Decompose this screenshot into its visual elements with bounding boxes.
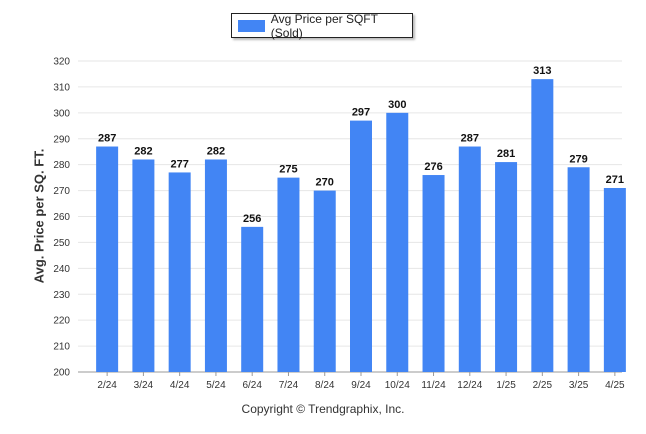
y-tick-label: 320: [53, 57, 70, 68]
y-tick-label: 300: [53, 108, 70, 119]
x-tick-label: 8/24: [315, 380, 335, 391]
x-tick-label: 3/24: [134, 380, 154, 391]
data-label: 271: [606, 174, 624, 186]
bar: [350, 120, 372, 372]
y-tick-label: 280: [53, 160, 70, 171]
x-tick-label: 1/25: [496, 380, 516, 391]
x-tick-label: 5/24: [206, 380, 226, 391]
data-label: 313: [533, 65, 551, 77]
bar: [495, 162, 518, 372]
x-tick-label: 3/25: [569, 380, 589, 391]
y-tick-label: 290: [53, 134, 70, 145]
data-label: 277: [170, 158, 188, 170]
data-label: 300: [388, 99, 406, 111]
data-label: 282: [134, 145, 152, 157]
y-tick-label: 230: [53, 290, 70, 301]
data-label: 275: [279, 164, 297, 176]
y-tick-label: 310: [53, 82, 70, 93]
bar: [277, 177, 300, 372]
data-label: 276: [424, 161, 442, 173]
x-tick-label: 4/25: [605, 380, 625, 391]
x-tick-label: 11/24: [421, 380, 446, 391]
bar: [458, 146, 481, 372]
x-tick-label: 12/24: [457, 380, 482, 391]
y-tick-label: 210: [53, 342, 70, 353]
x-tick-label: 6/24: [242, 380, 262, 391]
bar: [168, 172, 191, 372]
bar: [241, 226, 264, 372]
legend-label: Avg Price per SQFT (Sold): [270, 11, 378, 40]
bar: [531, 79, 554, 373]
x-tick-label: 2/25: [533, 380, 553, 391]
data-label: 270: [316, 177, 334, 189]
chart-legend: Avg Price per SQFT (Sold): [231, 11, 413, 40]
bar: [386, 112, 409, 372]
data-label: 281: [497, 148, 515, 160]
y-tick-label: 220: [53, 316, 70, 327]
data-label: 297: [352, 107, 370, 119]
data-label: 279: [569, 153, 587, 165]
bar: [313, 190, 336, 372]
x-tick-label: 7/24: [279, 380, 299, 391]
bar: [422, 175, 445, 372]
data-label: 287: [461, 133, 479, 145]
y-tick-label: 250: [53, 238, 70, 249]
bar: [96, 146, 119, 372]
data-label: 282: [207, 145, 225, 157]
bar: [132, 159, 155, 372]
y-tick-label: 200: [53, 368, 70, 379]
legend-swatch: [238, 19, 265, 32]
y-tick-label: 270: [53, 186, 70, 197]
y-tick-label: 240: [53, 264, 70, 275]
data-label: 287: [98, 133, 116, 145]
bar: [603, 187, 626, 372]
x-tick-label: 10/24: [385, 380, 410, 391]
bar: [204, 159, 227, 372]
copyright-text: Copyright © Trendgraphix, Inc.: [241, 402, 405, 416]
data-label: 256: [243, 213, 261, 225]
y-tick-label: 260: [53, 212, 70, 223]
x-tick-label: 2/24: [97, 380, 117, 391]
x-tick-label: 4/24: [170, 380, 190, 391]
bar: [567, 167, 590, 372]
x-tick-label: 9/24: [351, 380, 371, 391]
